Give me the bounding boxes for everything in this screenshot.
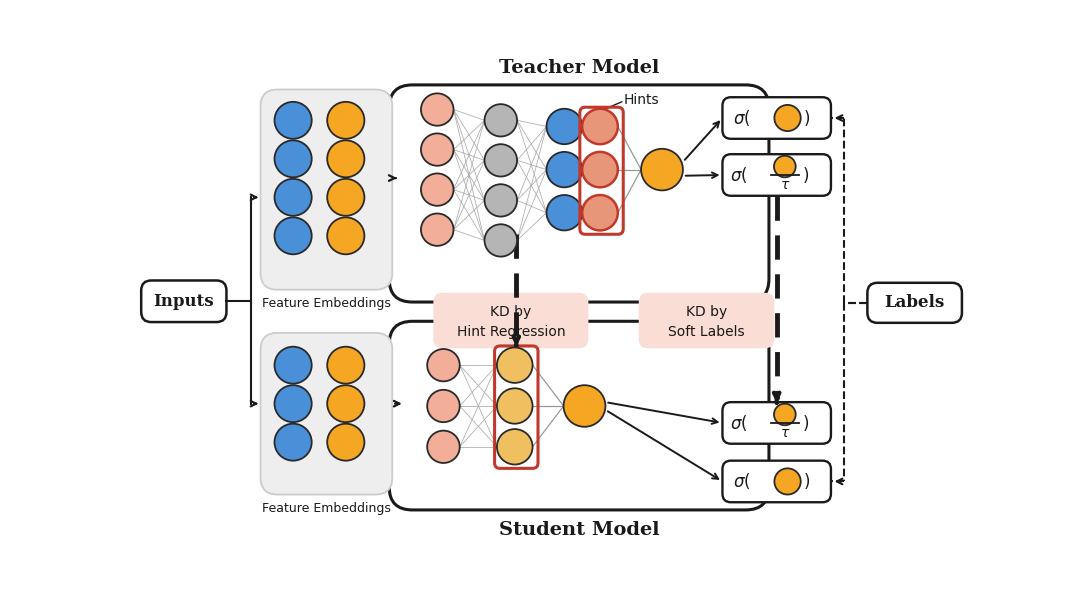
Text: $\sigma($: $\sigma($ [730,413,747,433]
FancyBboxPatch shape [723,402,831,444]
Circle shape [327,424,364,461]
Circle shape [485,104,517,137]
Circle shape [274,424,312,461]
Text: KD by: KD by [490,305,531,319]
FancyBboxPatch shape [723,154,831,196]
Circle shape [327,140,364,177]
FancyBboxPatch shape [389,321,769,510]
Circle shape [421,133,454,166]
Text: $)$: $)$ [801,165,809,185]
Text: Hints: Hints [623,92,659,107]
Circle shape [546,152,582,187]
FancyBboxPatch shape [260,333,392,494]
Text: Teacher Model: Teacher Model [499,59,659,77]
Circle shape [582,109,618,144]
Text: $\sigma($: $\sigma($ [732,108,751,128]
Text: $\tau$: $\tau$ [780,178,791,192]
Text: Student Model: Student Model [499,522,660,539]
Circle shape [546,195,582,230]
Text: Feature Embeddings: Feature Embeddings [262,502,391,515]
Text: $)$: $)$ [804,108,810,128]
FancyBboxPatch shape [723,461,831,502]
Circle shape [485,224,517,256]
Circle shape [327,217,364,255]
Circle shape [274,385,312,422]
Circle shape [274,179,312,216]
Text: KD by: KD by [686,305,727,319]
Circle shape [274,102,312,139]
Text: Feature Embeddings: Feature Embeddings [262,297,391,310]
Circle shape [582,152,618,187]
FancyBboxPatch shape [141,281,227,322]
Circle shape [274,217,312,255]
FancyBboxPatch shape [260,89,392,289]
Text: Labels: Labels [885,294,945,311]
Circle shape [421,173,454,206]
Circle shape [564,385,606,427]
Circle shape [327,385,364,422]
Text: $\sigma($: $\sigma($ [732,471,751,491]
Text: Hint Regression: Hint Regression [457,324,565,339]
Circle shape [546,109,582,144]
Text: Soft Labels: Soft Labels [669,324,745,339]
Circle shape [327,347,364,384]
Circle shape [274,347,312,384]
FancyBboxPatch shape [638,293,774,348]
Circle shape [327,102,364,139]
Circle shape [642,149,683,191]
Circle shape [774,468,800,494]
Circle shape [485,184,517,217]
Circle shape [327,179,364,216]
Circle shape [497,348,532,383]
Circle shape [485,144,517,176]
FancyBboxPatch shape [389,85,769,302]
Text: $\sigma($: $\sigma($ [730,165,747,185]
Circle shape [774,105,800,131]
Text: $)$: $)$ [801,413,809,433]
Circle shape [774,404,796,425]
Circle shape [497,429,532,465]
Circle shape [428,390,460,422]
Text: $\tau$: $\tau$ [780,426,791,440]
FancyBboxPatch shape [867,283,962,323]
Text: $)$: $)$ [804,471,810,491]
FancyBboxPatch shape [723,97,831,139]
FancyBboxPatch shape [433,293,589,348]
Circle shape [421,214,454,246]
Circle shape [774,156,796,177]
Text: Inputs: Inputs [153,293,214,310]
Circle shape [421,94,454,126]
Circle shape [274,140,312,177]
Circle shape [428,349,460,381]
Circle shape [582,195,618,230]
Circle shape [428,430,460,463]
Circle shape [497,388,532,424]
